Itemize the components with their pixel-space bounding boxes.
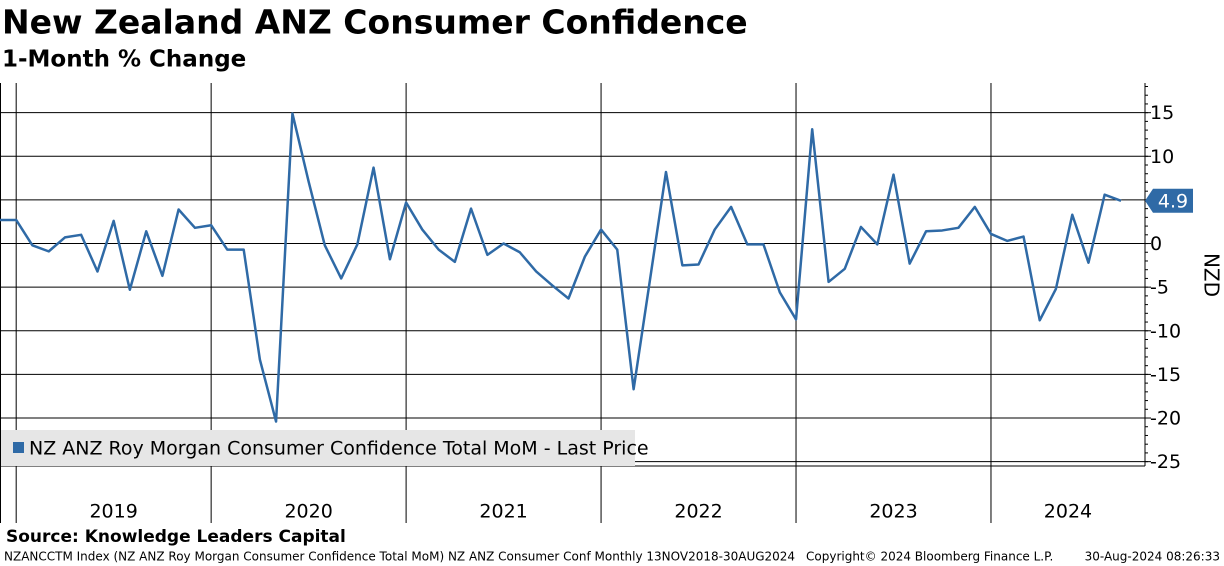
x-tick-label: 2023 — [869, 501, 917, 523]
y-tick-label: 10 — [1150, 146, 1174, 168]
legend-swatch — [13, 442, 24, 453]
y-tick-label: -15 — [1150, 364, 1181, 386]
y-tick-label: -25 — [1150, 451, 1181, 473]
chart-title: New Zealand ANZ Consumer Confidence — [2, 3, 748, 42]
source: Source: Knowledge Leaders Capital — [6, 527, 346, 547]
chart-subtitle: 1-Month % Change — [2, 47, 246, 73]
series-line — [0, 112, 1122, 423]
last-value-label: 4.9 — [1158, 190, 1188, 212]
x-tick-label: 2022 — [674, 501, 722, 523]
x-tick-label: 2024 — [1044, 501, 1092, 523]
footer-left: NZANCCTM Index (NZ ANZ Roy Morgan Consum… — [4, 550, 795, 564]
footer-center: Copyright© 2024 Bloomberg Finance L.P. — [806, 550, 1053, 564]
y-tick-label: 15 — [1150, 102, 1174, 124]
y-axis-label: NZD — [1200, 253, 1224, 297]
footer-right: 30-Aug-2024 08:26:33 — [1085, 550, 1220, 564]
x-tick-label: 2019 — [89, 501, 137, 523]
y-tick-label: -10 — [1150, 320, 1181, 342]
x-tick-label: 2021 — [479, 501, 527, 523]
legend-label: NZ ANZ Roy Morgan Consumer Confidence To… — [29, 438, 649, 460]
y-tick-label: -5 — [1150, 277, 1169, 299]
legend-box — [1, 430, 635, 466]
last-value-tag — [1145, 188, 1193, 213]
x-tick-label: 2020 — [284, 501, 332, 523]
y-tick-label: -20 — [1150, 408, 1181, 430]
y-tick-label: 0 — [1150, 233, 1162, 255]
